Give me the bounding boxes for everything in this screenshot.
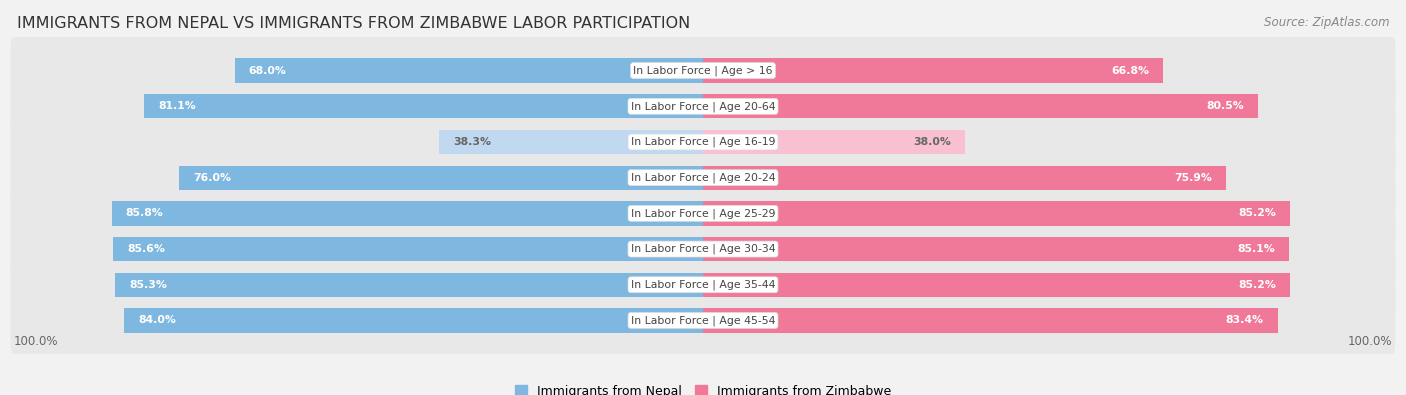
Text: 68.0%: 68.0% (249, 66, 287, 75)
Text: In Labor Force | Age 20-64: In Labor Force | Age 20-64 (631, 101, 775, 111)
Text: 85.2%: 85.2% (1239, 280, 1277, 290)
Bar (124, 308, 703, 333)
Text: 38.3%: 38.3% (453, 137, 491, 147)
Bar (703, 201, 1289, 226)
Text: 85.1%: 85.1% (1237, 244, 1275, 254)
Text: In Labor Force | Age 16-19: In Labor Force | Age 16-19 (631, 137, 775, 147)
Bar (439, 130, 703, 154)
Bar (112, 201, 703, 226)
FancyBboxPatch shape (11, 37, 1395, 104)
Bar (115, 273, 703, 297)
FancyBboxPatch shape (11, 216, 1395, 282)
Text: In Labor Force | Age 45-54: In Labor Force | Age 45-54 (631, 315, 775, 326)
Text: 85.6%: 85.6% (127, 244, 165, 254)
Bar (703, 94, 1257, 118)
FancyBboxPatch shape (11, 109, 1395, 175)
Text: 38.0%: 38.0% (912, 137, 950, 147)
Text: In Labor Force | Age 30-34: In Labor Force | Age 30-34 (631, 244, 775, 254)
Text: In Labor Force | Age > 16: In Labor Force | Age > 16 (633, 65, 773, 76)
Bar (703, 308, 1278, 333)
Text: 84.0%: 84.0% (138, 316, 176, 325)
Bar (114, 237, 703, 261)
Text: In Labor Force | Age 20-24: In Labor Force | Age 20-24 (631, 173, 775, 183)
FancyBboxPatch shape (11, 180, 1395, 247)
FancyBboxPatch shape (11, 251, 1395, 318)
Bar (703, 237, 1289, 261)
Text: 75.9%: 75.9% (1174, 173, 1212, 182)
Text: 85.8%: 85.8% (125, 209, 163, 218)
Bar (235, 58, 703, 83)
Text: 100.0%: 100.0% (14, 335, 59, 348)
FancyBboxPatch shape (11, 287, 1395, 354)
Bar (703, 130, 965, 154)
Text: 83.4%: 83.4% (1226, 316, 1264, 325)
Text: 85.2%: 85.2% (1239, 209, 1277, 218)
Text: IMMIGRANTS FROM NEPAL VS IMMIGRANTS FROM ZIMBABWE LABOR PARTICIPATION: IMMIGRANTS FROM NEPAL VS IMMIGRANTS FROM… (17, 16, 690, 31)
Bar (703, 58, 1163, 83)
FancyBboxPatch shape (11, 73, 1395, 140)
Legend: Immigrants from Nepal, Immigrants from Zimbabwe: Immigrants from Nepal, Immigrants from Z… (510, 380, 896, 395)
Bar (703, 273, 1289, 297)
Text: 85.3%: 85.3% (129, 280, 167, 290)
Text: 80.5%: 80.5% (1206, 101, 1244, 111)
Text: 66.8%: 66.8% (1111, 66, 1150, 75)
Text: Source: ZipAtlas.com: Source: ZipAtlas.com (1264, 16, 1389, 29)
Bar (703, 166, 1226, 190)
Bar (180, 166, 703, 190)
Text: In Labor Force | Age 25-29: In Labor Force | Age 25-29 (631, 208, 775, 218)
FancyBboxPatch shape (11, 144, 1395, 211)
Text: In Labor Force | Age 35-44: In Labor Force | Age 35-44 (631, 280, 775, 290)
Text: 100.0%: 100.0% (1347, 335, 1392, 348)
Text: 76.0%: 76.0% (193, 173, 231, 182)
Text: 81.1%: 81.1% (157, 101, 195, 111)
Bar (145, 94, 703, 118)
